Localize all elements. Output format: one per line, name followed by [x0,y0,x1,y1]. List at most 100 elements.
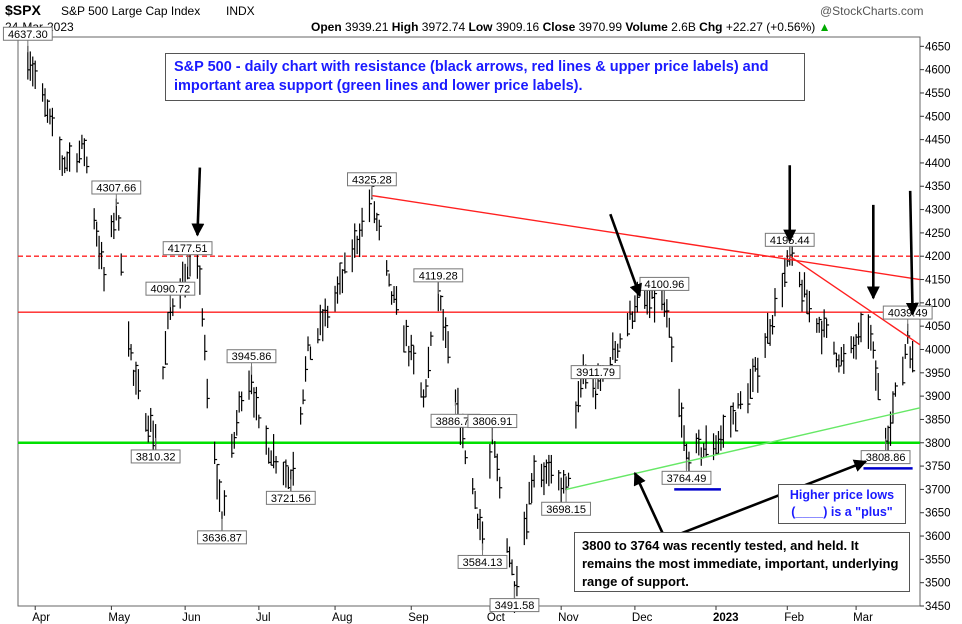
y-tick-label: 3900 [925,391,951,403]
x-tick-label: Oct [487,612,506,624]
y-tick-label: 4200 [925,251,951,263]
higher-lows-note: Higher price lows (____) is a "plus" [778,484,906,524]
y-tick-label: 3800 [925,438,951,450]
x-tick-label: Nov [558,612,579,624]
x-tick-label: Aug [332,612,352,624]
price-label-box [570,365,621,380]
price-label-box [226,349,277,364]
low-label: Low [468,20,493,34]
support-note-text: 3800 to 3764 was recently tested, and he… [582,538,899,589]
price-label: 3764.49 [667,473,707,485]
price-label: 4307.66 [96,182,136,194]
chg-label: Chg [699,20,723,34]
high-label: High [391,20,419,34]
price-label-box [860,450,911,465]
y-tick-label: 3600 [925,531,951,543]
price-label: 3945.86 [232,351,272,363]
x-tick-label: Jul [256,612,271,624]
y-tick-label: 3450 [925,601,951,613]
price-label-box [661,470,712,485]
price-label: 3698.15 [546,504,586,516]
y-tick-label: 3850 [925,414,951,426]
symbol-label: $SPX [5,2,41,18]
chg-up-icon: ▲ [818,20,831,34]
support-note: 3800 to 3764 was recently tested, and he… [574,532,910,592]
price-label: 3584.13 [463,557,503,569]
support-trend-line [565,407,921,491]
y-tick-label: 4550 [925,88,951,100]
resistance-trend-line [789,255,921,346]
price-label-box [467,414,518,429]
price-label: 4090.72 [150,284,190,296]
price-label: 3491.58 [495,600,535,612]
close-value: 3970.99 [578,20,622,34]
arrow [673,459,868,538]
price-label-box [91,180,142,195]
volume-value: 2.6B [671,20,696,34]
price-label: 4637.30 [8,29,48,41]
x-tick-label: May [108,612,130,624]
price-label-box [162,241,213,256]
price-label: 3810.32 [136,451,176,463]
y-tick-label: 4300 [925,205,951,217]
y-tick-label: 3650 [925,508,951,520]
ohlc-readout: Open 3939.21 High 3972.74 Low 3909.16 Cl… [311,20,830,34]
y-tick-label: 4600 [925,65,951,77]
price-label-box [457,554,508,569]
arrow [191,167,205,237]
price-label: 3808.86 [866,452,906,464]
price-label-box [541,501,591,516]
higher-lows-line1: Higher price lows [789,488,895,502]
price-label: 3721.56 [271,493,311,505]
x-tick-label: Dec [632,612,653,624]
arrow [905,190,919,316]
y-tick-label: 4050 [925,321,951,333]
y-tick-label: 3550 [925,554,951,566]
y-tick-label: 4650 [925,41,951,53]
price-label: 4325.28 [352,174,392,186]
y-tick-label: 4500 [925,111,951,123]
volume-label: Volume [625,20,668,34]
resistance-trend-line [371,194,921,281]
watermark: @StockCharts.com [820,4,924,18]
title-annotation-text: S&P 500 - daily chart with resistance (b… [174,59,769,94]
y-tick-label: 4250 [925,228,951,240]
index-name: S&P 500 Large Cap Index [61,4,201,18]
open-label: Open [311,20,342,34]
open-value: 3939.21 [345,20,389,34]
exchange-label: INDX [226,4,255,18]
x-tick-label: Apr [32,612,50,624]
price-label: 3911.79 [576,367,615,379]
price-label-box [2,26,53,41]
high-value: 3972.74 [421,20,466,34]
price-label: 4177.51 [168,243,208,255]
price-label-box [130,449,181,464]
x-tick-label: Feb [784,612,804,624]
y-tick-label: 3700 [925,484,951,496]
y-tick-label: 4000 [925,344,951,356]
y-tick-label: 4450 [925,135,951,147]
price-label-box [197,530,247,545]
y-tick-label: 3950 [925,368,951,380]
low-value: 3909.16 [495,20,540,34]
price-label: 3886.75 [436,416,476,428]
higher-lows-line2: (____) is a "plus" [791,505,893,519]
y-tick-label: 3500 [925,578,951,590]
price-label-box [489,598,540,613]
price-label-box [265,490,316,505]
y-tick-label: 4350 [925,181,951,193]
x-tick-label: Jun [182,612,201,624]
y-tick-label: 4400 [925,158,951,170]
price-label-box [145,281,196,296]
x-tick-label: Mar [853,612,873,624]
y-tick-label: 3750 [925,461,951,473]
arrow [609,213,642,298]
close-label: Close [542,20,576,34]
price-label-box [347,172,397,187]
chg-value: +22.27 (+0.56%) [725,20,816,34]
price-label: 4100.96 [645,279,685,291]
price-label: 4039.49 [888,308,928,320]
price-label-box [413,268,464,283]
price-label: 3636.87 [202,532,242,544]
